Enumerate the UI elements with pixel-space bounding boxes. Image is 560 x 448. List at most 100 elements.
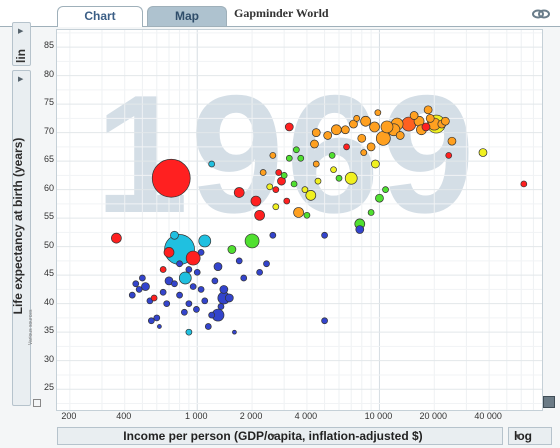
country-bubble[interactable] xyxy=(349,119,358,129)
country-bubble[interactable] xyxy=(280,172,288,179)
country-bubble[interactable] xyxy=(321,231,328,239)
country-bubble[interactable] xyxy=(272,186,280,193)
country-bubble[interactable] xyxy=(328,152,336,159)
country-bubble[interactable] xyxy=(335,174,343,182)
country-bubble[interactable] xyxy=(159,288,167,296)
country-bubble[interactable] xyxy=(198,234,212,248)
country-bubble[interactable] xyxy=(409,111,419,120)
country-bubble[interactable] xyxy=(269,152,277,159)
country-bubble[interactable] xyxy=(266,183,274,191)
country-bubble[interactable] xyxy=(321,317,328,325)
country-bubble[interactable] xyxy=(382,186,389,193)
tab-map[interactable]: Map xyxy=(147,6,227,26)
tab-chart[interactable]: Chart xyxy=(57,6,143,27)
country-bubble[interactable] xyxy=(197,249,205,256)
country-bubble[interactable] xyxy=(147,317,155,325)
country-bubble[interactable] xyxy=(323,131,333,140)
country-bubble[interactable] xyxy=(290,180,298,188)
country-bubble[interactable] xyxy=(311,128,321,137)
country-bubble[interactable] xyxy=(111,232,122,244)
country-bubble[interactable] xyxy=(297,154,305,162)
country-bubble[interactable] xyxy=(520,180,528,188)
country-bubble[interactable] xyxy=(375,193,384,203)
country-bubble[interactable] xyxy=(330,124,342,136)
country-bubble[interactable] xyxy=(312,160,320,168)
country-bubble[interactable] xyxy=(197,286,205,293)
country-bubble[interactable] xyxy=(275,169,283,176)
country-bubble[interactable] xyxy=(185,300,193,308)
country-bubble[interactable] xyxy=(189,283,197,290)
country-bubble[interactable] xyxy=(250,195,262,207)
country-bubble[interactable] xyxy=(269,231,277,239)
country-bubble[interactable] xyxy=(283,197,291,205)
country-bubble[interactable] xyxy=(375,130,391,146)
country-bubble[interactable] xyxy=(208,311,216,319)
country-bubble[interactable] xyxy=(360,115,371,127)
country-bubble[interactable] xyxy=(371,159,380,169)
country-bubble[interactable] xyxy=(272,203,280,211)
country-bubble[interactable] xyxy=(344,171,358,185)
country-bubble[interactable] xyxy=(254,209,265,221)
country-bubble[interactable] xyxy=(176,260,183,268)
y-indicator-selector[interactable]: ▶ xyxy=(12,70,31,406)
country-bubble[interactable] xyxy=(128,291,136,299)
country-bubble[interactable] xyxy=(150,294,158,302)
country-bubble[interactable] xyxy=(355,225,365,234)
country-bubble[interactable] xyxy=(193,306,200,313)
country-bubble[interactable] xyxy=(423,105,433,115)
country-bubble[interactable] xyxy=(293,207,304,218)
table-icon[interactable] xyxy=(33,399,41,407)
country-bubble[interactable] xyxy=(374,109,382,117)
link-icon[interactable] xyxy=(532,8,550,20)
country-bubble[interactable] xyxy=(293,146,300,154)
country-bubble[interactable] xyxy=(305,189,317,201)
country-bubble[interactable] xyxy=(185,328,193,336)
country-bubble[interactable] xyxy=(314,177,322,185)
country-bubble[interactable] xyxy=(176,291,183,299)
country-bubble[interactable] xyxy=(341,125,350,135)
country-bubble[interactable] xyxy=(193,268,201,276)
country-bubble[interactable] xyxy=(139,274,146,282)
country-bubble[interactable] xyxy=(357,133,367,143)
country-bubble[interactable] xyxy=(219,285,229,294)
country-bubble[interactable] xyxy=(201,297,209,305)
country-bubble[interactable] xyxy=(256,268,263,276)
country-bubble[interactable] xyxy=(244,233,260,249)
country-bubble[interactable] xyxy=(330,166,337,174)
country-bubble[interactable] xyxy=(208,160,216,168)
country-bubble[interactable] xyxy=(224,293,234,303)
country-bubble[interactable] xyxy=(343,143,350,151)
country-bubble[interactable] xyxy=(421,122,431,132)
country-bubble[interactable] xyxy=(213,262,223,271)
country-bubble[interactable] xyxy=(159,266,167,273)
country-bubble[interactable] xyxy=(185,250,201,266)
country-bubble[interactable] xyxy=(157,324,162,329)
country-bubble[interactable] xyxy=(151,158,191,198)
country-bubble[interactable] xyxy=(360,149,368,156)
country-bubble[interactable] xyxy=(380,120,394,134)
country-bubble[interactable] xyxy=(284,122,294,132)
country-bubble[interactable] xyxy=(303,211,311,219)
country-bubble[interactable] xyxy=(310,139,319,149)
country-bubble[interactable] xyxy=(135,286,143,293)
country-bubble[interactable] xyxy=(163,247,175,258)
country-bubble[interactable] xyxy=(153,314,161,322)
country-bubble[interactable] xyxy=(132,280,140,288)
country-bubble[interactable] xyxy=(369,121,380,133)
country-bubble[interactable] xyxy=(425,114,435,123)
country-bubble[interactable] xyxy=(170,230,179,240)
country-bubble[interactable] xyxy=(263,260,270,268)
country-bubble[interactable] xyxy=(217,303,225,310)
country-bubble[interactable] xyxy=(285,154,293,162)
country-bubble[interactable] xyxy=(353,115,361,122)
country-bubble[interactable] xyxy=(235,257,243,265)
country-bubble[interactable] xyxy=(211,277,219,285)
country-bubble[interactable] xyxy=(445,152,453,159)
y-scale-button[interactable]: ▶ lin xyxy=(12,22,31,66)
country-bubble[interactable] xyxy=(178,271,192,285)
resize-icon[interactable] xyxy=(543,396,555,408)
country-bubble[interactable] xyxy=(366,142,376,152)
country-bubble[interactable] xyxy=(301,186,309,193)
country-bubble[interactable] xyxy=(447,136,457,146)
country-bubble[interactable] xyxy=(232,329,237,335)
